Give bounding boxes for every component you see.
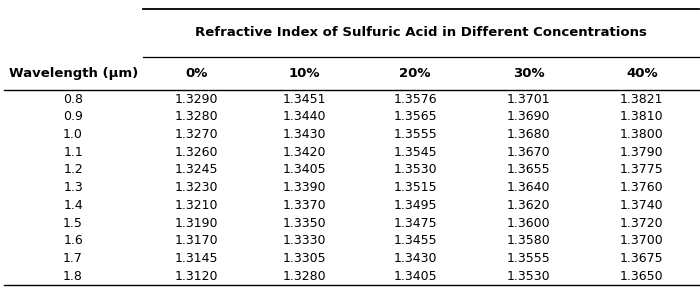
Text: 1.3420: 1.3420 [283,146,326,159]
Text: 1.6: 1.6 [63,234,83,247]
Text: 1.3350: 1.3350 [283,217,326,230]
Text: 1.3475: 1.3475 [393,217,437,230]
Text: 10%: 10% [288,67,320,80]
Text: 1.3330: 1.3330 [283,234,326,247]
Text: 1.3260: 1.3260 [175,146,218,159]
Text: 1.3245: 1.3245 [175,164,218,176]
Text: 1.3390: 1.3390 [283,181,326,194]
Text: 1.0: 1.0 [63,128,83,141]
Text: 1.3145: 1.3145 [175,252,218,265]
Text: 0.9: 0.9 [63,110,83,123]
Text: 1.3280: 1.3280 [175,110,218,123]
Text: 1.3760: 1.3760 [620,181,664,194]
Text: 1.3775: 1.3775 [620,164,664,176]
Text: 1.3190: 1.3190 [175,217,218,230]
Text: 1.3120: 1.3120 [175,270,218,283]
Text: 1.3210: 1.3210 [175,199,218,212]
Text: 1.3821: 1.3821 [620,93,664,106]
Text: 1.3810: 1.3810 [620,110,664,123]
Text: 1.1: 1.1 [63,146,83,159]
Text: 1.3530: 1.3530 [507,270,550,283]
Text: 1.3555: 1.3555 [393,128,437,141]
Text: 1.2: 1.2 [63,164,83,176]
Text: 1.3650: 1.3650 [620,270,664,283]
Text: 1.3555: 1.3555 [507,252,550,265]
Text: 1.3600: 1.3600 [507,217,550,230]
Text: 1.3405: 1.3405 [393,270,437,283]
Text: 1.3620: 1.3620 [507,199,550,212]
Text: 1.3455: 1.3455 [393,234,437,247]
Text: 1.3451: 1.3451 [283,93,326,106]
Text: 1.3430: 1.3430 [393,252,437,265]
Text: 1.3580: 1.3580 [507,234,550,247]
Text: Wavelength (μm): Wavelength (μm) [9,67,139,80]
Text: 1.3405: 1.3405 [283,164,326,176]
Text: 1.3495: 1.3495 [393,199,437,212]
Text: 1.3290: 1.3290 [175,93,218,106]
Text: 1.3720: 1.3720 [620,217,664,230]
Text: 1.3690: 1.3690 [507,110,550,123]
Text: 1.7: 1.7 [63,252,83,265]
Text: 1.3640: 1.3640 [507,181,550,194]
Text: 1.3800: 1.3800 [620,128,664,141]
Text: 1.5: 1.5 [63,217,83,230]
Text: 20%: 20% [399,67,430,80]
Text: 1.3700: 1.3700 [620,234,664,247]
Text: 1.3530: 1.3530 [393,164,437,176]
Text: 1.4: 1.4 [63,199,83,212]
Text: 1.3740: 1.3740 [620,199,664,212]
Text: 1.3270: 1.3270 [175,128,218,141]
Text: 1.3565: 1.3565 [393,110,437,123]
Text: 1.3701: 1.3701 [507,93,550,106]
Text: 1.3675: 1.3675 [620,252,664,265]
Text: 0.8: 0.8 [63,93,83,106]
Text: 1.3790: 1.3790 [620,146,664,159]
Text: 1.3370: 1.3370 [283,199,326,212]
Text: 1.3170: 1.3170 [175,234,218,247]
Text: 1.3430: 1.3430 [283,128,326,141]
Text: 1.3576: 1.3576 [393,93,437,106]
Text: 1.3680: 1.3680 [507,128,550,141]
Text: 1.3305: 1.3305 [283,252,326,265]
Text: 1.3230: 1.3230 [175,181,218,194]
Text: 1.3515: 1.3515 [393,181,437,194]
Text: Refractive Index of Sulfuric Acid in Different Concentrations: Refractive Index of Sulfuric Acid in Dif… [195,26,647,39]
Text: 1.3280: 1.3280 [283,270,326,283]
Text: 30%: 30% [512,67,545,80]
Text: 40%: 40% [626,67,658,80]
Text: 1.8: 1.8 [63,270,83,283]
Text: 1.3440: 1.3440 [283,110,326,123]
Text: 0%: 0% [186,67,208,80]
Text: 1.3655: 1.3655 [507,164,550,176]
Text: 1.3: 1.3 [63,181,83,194]
Text: 1.3670: 1.3670 [507,146,550,159]
Text: 1.3545: 1.3545 [393,146,437,159]
